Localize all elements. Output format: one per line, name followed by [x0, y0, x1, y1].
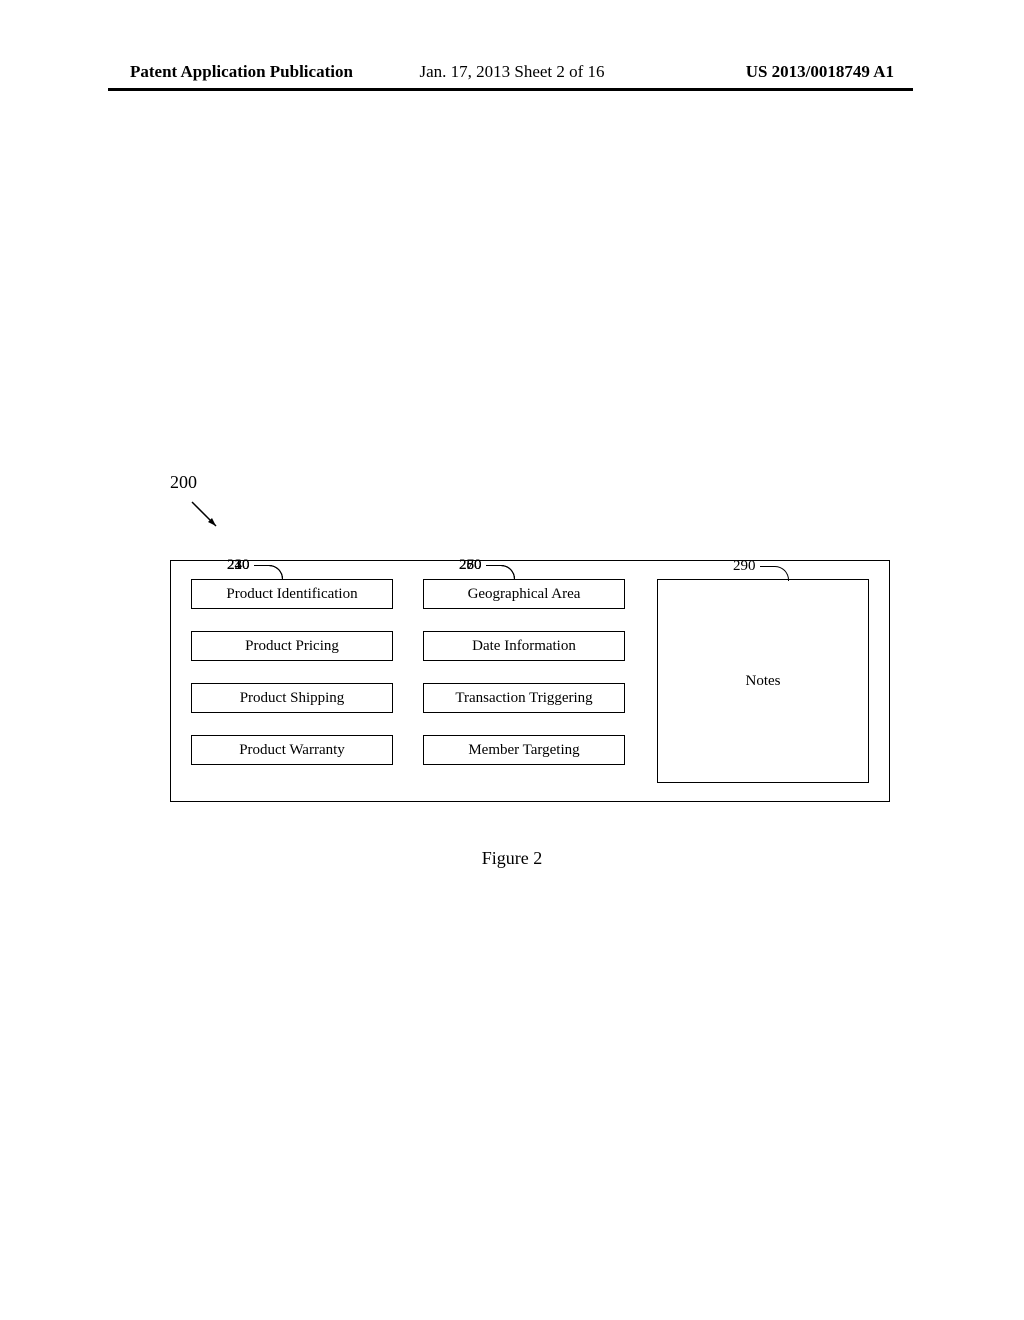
cell-label: Geographical Area: [468, 586, 581, 603]
cell-group: 250 Date Information: [423, 631, 625, 661]
cell-group: 210 Product Identification: [191, 579, 393, 609]
cell-group: 280 Member Targeting: [423, 735, 625, 765]
cell-product-identification: Product Identification: [191, 579, 393, 609]
cell-group: 270 Transaction Triggering: [423, 683, 625, 713]
column-2: 260 Geographical Area 250 Date Informati…: [423, 579, 625, 787]
cell-label: Product Shipping: [240, 690, 345, 707]
cell-product-shipping: Product Shipping: [191, 683, 393, 713]
header-rule: [108, 88, 913, 91]
cell-date-information: Date Information: [423, 631, 625, 661]
cell-member-targeting: Member Targeting: [423, 735, 625, 765]
ref-label: 290: [733, 558, 789, 575]
ref-number: 280: [459, 557, 482, 574]
cell-label: Product Pricing: [245, 638, 339, 655]
figure-caption: Figure 2: [0, 848, 1024, 869]
notes-label: Notes: [746, 673, 781, 690]
hook-icon: [486, 565, 515, 580]
cell-label: Member Targeting: [468, 742, 579, 759]
page-header: Patent Application Publication Jan. 17, …: [0, 62, 1024, 82]
cell-group: 260 Geographical Area: [423, 579, 625, 609]
cell-product-warranty: Product Warranty: [191, 735, 393, 765]
ref-label: 280: [459, 557, 515, 574]
header-left: Patent Application Publication: [130, 62, 353, 82]
ref-number: 290: [733, 558, 756, 575]
cell-group: 230 Product Pricing: [191, 631, 393, 661]
cell-label: Product Warranty: [239, 742, 345, 759]
cell-group: 240 Product Warranty: [191, 735, 393, 765]
cell-transaction-triggering: Transaction Triggering: [423, 683, 625, 713]
cell-label: Product Identification: [226, 586, 357, 603]
arrow-icon: [190, 500, 230, 545]
cell-label: Transaction Triggering: [455, 690, 592, 707]
column-1: 210 Product Identification 230 Product P…: [191, 579, 393, 787]
notes-box: Notes: [657, 579, 869, 783]
hook-icon: [254, 565, 283, 580]
cell-product-pricing: Product Pricing: [191, 631, 393, 661]
cell-geographical-area: Geographical Area: [423, 579, 625, 609]
cell-group: 220 Product Shipping: [191, 683, 393, 713]
diagram-container: 210 Product Identification 230 Product P…: [170, 560, 890, 802]
ref-200: 200: [170, 472, 197, 493]
header-center: Jan. 17, 2013 Sheet 2 of 16: [419, 62, 604, 82]
ref-number: 240: [227, 557, 250, 574]
cell-label: Date Information: [472, 638, 576, 655]
header-right: US 2013/0018749 A1: [746, 62, 894, 82]
ref-label: 240: [227, 557, 283, 574]
